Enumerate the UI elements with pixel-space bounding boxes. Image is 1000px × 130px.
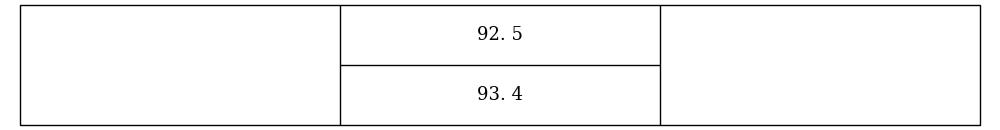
Text: 93. 4: 93. 4	[477, 86, 523, 104]
Text: 92. 5: 92. 5	[477, 26, 523, 44]
